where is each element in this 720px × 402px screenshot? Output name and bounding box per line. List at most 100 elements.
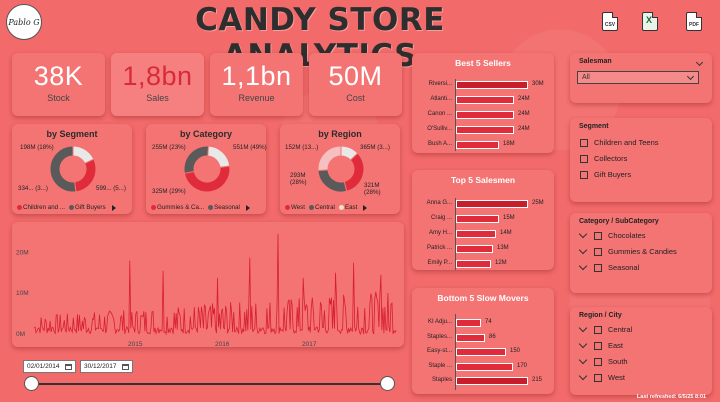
segment-donut-chart[interactable] [48,144,98,194]
region-donut-card[interactable]: by Region 152M (13...) 365M (3...) 293M … [280,124,400,214]
donut-slice[interactable] [317,169,348,193]
bar[interactable] [456,215,499,223]
donut-slice[interactable] [343,152,365,192]
bar-row[interactable]: Amy H... 14M [412,229,552,239]
bar[interactable] [456,96,514,104]
expand-chevron-icon[interactable] [578,245,588,255]
salesman-dropdown[interactable]: All [577,71,699,84]
bar[interactable] [456,126,514,134]
bar[interactable] [456,348,506,356]
bar-row[interactable]: Riversi... 30M [412,80,552,90]
region-donut-chart[interactable] [316,144,366,194]
checkbox[interactable] [594,231,602,240]
donut-slice[interactable] [206,145,231,168]
bar[interactable] [456,141,499,149]
region-option[interactable]: West [578,371,625,382]
bar-row[interactable]: Canon ... 24M [412,110,552,120]
category-option[interactable]: Seasonal [578,261,639,272]
legend-next-icon[interactable] [245,204,250,211]
expand-chevron-icon[interactable] [578,355,588,365]
bar-row[interactable]: Staple ... 170 [412,362,552,372]
date-slider-track[interactable] [30,383,388,385]
segment-donut-card[interactable]: by Segment 198M (18%) 334... (3...) 599.… [12,124,132,214]
expand-chevron-icon[interactable] [578,371,588,381]
chevron-down-icon[interactable] [686,72,695,81]
option-label: Collectors [594,154,628,163]
segment-slicer[interactable]: Segment Children and Teens Collectors Gi… [570,118,712,202]
expand-chevron-icon[interactable] [578,323,588,333]
kpi-sales[interactable]: 1,8bn Sales [111,53,204,116]
bar-row[interactable]: Bush A... 18M [412,140,552,150]
excel-export-icon[interactable]: X [642,12,658,31]
sales-timeline-svg[interactable]: 20M 10M 0M 2015 2016 2017 [12,222,404,348]
pdf-export-icon[interactable]: PDF [686,12,702,31]
category-option[interactable]: Chocolates [578,229,646,240]
segment-option[interactable]: Gift Buyers [580,170,631,179]
category-slicer[interactable]: Category / SubCategory Chocolates Gummie… [570,213,712,293]
bar-row[interactable]: Craig ... 15M [412,214,552,224]
bar[interactable] [456,319,481,327]
best-sellers-card[interactable]: Best 5 Sellers Riversi... 30M Atlanti... 24… [412,53,554,153]
segment-option[interactable]: Collectors [580,154,627,163]
bar[interactable] [456,260,491,268]
date-slider-start-handle[interactable] [24,376,39,391]
sales-timeline-chart[interactable]: 20M 10M 0M 2015 2016 2017 [12,222,404,348]
expand-chevron-icon[interactable] [578,339,588,349]
category-donut-chart[interactable] [182,144,232,194]
checkbox[interactable] [580,154,588,163]
bar[interactable] [456,362,513,371]
region-slicer[interactable]: Region / City Central East South West [570,307,712,395]
bar[interactable] [456,333,485,342]
bar[interactable] [456,230,496,238]
category-option[interactable]: Gummies & Candies [578,245,677,256]
checkbox[interactable] [580,138,588,147]
expand-chevron-icon[interactable] [578,261,588,271]
checkbox[interactable] [594,341,602,350]
bar-row[interactable]: O'Sulliv... 24M [412,125,552,135]
top-salesmen-card[interactable]: Top 5 Salesmen Anna G... 25M Craig ... 15M A… [412,170,554,270]
category-donut-card[interactable]: by Category 255M (23%) 551M (49%) 325M (… [146,124,267,214]
slow-movers-card[interactable]: Bottom 5 Slow Movers KI Adju... 74 Staples… [412,288,554,394]
bar[interactable] [456,200,528,208]
salesman-slicer[interactable]: Salesman All [570,53,712,103]
checkbox[interactable] [594,373,602,382]
legend-next-icon[interactable] [111,204,116,211]
bar-row[interactable]: Staples... 86 [412,333,552,343]
checkbox[interactable] [594,247,602,256]
bar-row[interactable]: Atlanti... 24M [412,95,552,105]
legend-next-icon[interactable] [363,204,368,211]
checkbox[interactable] [594,325,602,334]
bar-row[interactable]: KI Adju... 74 [412,318,552,328]
donut-slice[interactable] [74,158,97,193]
bar-row[interactable]: Emily P... 12M [412,259,552,269]
bar[interactable] [456,81,528,89]
bar-row[interactable]: Patrick ... 13M [412,244,552,254]
donut-slice[interactable] [49,145,77,193]
checkbox[interactable] [594,357,602,366]
sales-series-line[interactable] [33,233,397,336]
kpi-revenue[interactable]: 1,1bn Revenue [210,53,303,116]
donut-slice[interactable] [183,145,209,174]
date-slider-end-handle[interactable] [380,376,395,391]
segment-option[interactable]: Children and Teens [580,138,659,147]
donut-slice[interactable] [317,145,342,171]
bar[interactable] [456,245,493,253]
csv-export-icon[interactable]: CSV [602,12,618,31]
checkbox[interactable] [594,263,602,272]
expand-chevron-icon[interactable] [578,229,588,239]
bar-row[interactable]: Anna G... 25M [412,199,552,209]
bar[interactable] [456,377,528,385]
region-option[interactable]: Central [578,323,632,334]
calendar-icon[interactable] [122,363,129,370]
region-option[interactable]: South [578,355,628,366]
bar-row[interactable]: Staples 215 [412,376,552,386]
kpi-stock[interactable]: 38K Stock [12,53,105,116]
bar-row[interactable]: Easy-st... 150 [412,347,552,357]
kpi-cost[interactable]: 50M Cost [309,53,402,116]
checkbox[interactable] [580,170,588,179]
bar[interactable] [456,111,514,119]
end-date-input[interactable]: 30/12/2017 [80,360,133,373]
region-option[interactable]: East [578,339,623,350]
start-date-input[interactable]: 02/01/2014 [23,360,76,373]
calendar-icon[interactable] [65,363,72,370]
